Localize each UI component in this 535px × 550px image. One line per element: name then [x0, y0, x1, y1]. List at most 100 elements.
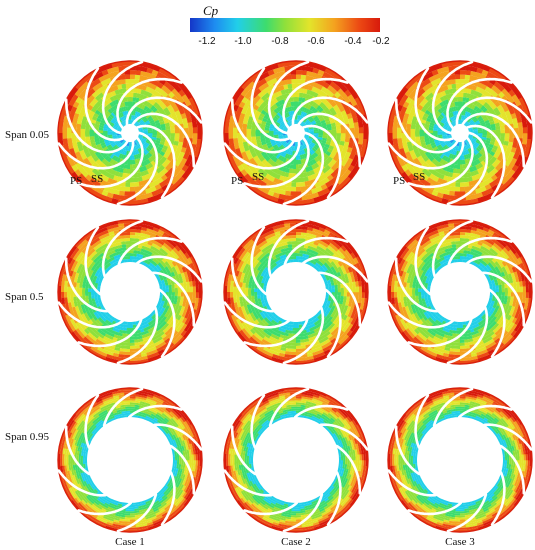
contour-cell [174, 160, 181, 167]
contour-cell [285, 74, 292, 80]
colorbar-tick-label: -0.8 [271, 36, 289, 47]
contour-cell [522, 133, 528, 140]
contour-cell [448, 195, 455, 201]
contour-cell [152, 133, 158, 136]
contour-cell [123, 115, 127, 121]
contour-cell [361, 292, 365, 299]
contour-cell [121, 139, 125, 145]
contour-cell [151, 136, 157, 141]
contour-cell [144, 142, 150, 146]
contour-cell [284, 190, 291, 196]
contour-cell [120, 79, 126, 85]
contour-cell [67, 137, 73, 144]
contour-cell [125, 78, 131, 84]
contour-cell [71, 137, 77, 144]
contour-cell [66, 132, 72, 139]
contour-cell [71, 164, 79, 172]
contour-cell [129, 182, 135, 188]
contour-cell [95, 101, 102, 107]
contour-cell [290, 191, 296, 196]
contour-cell [122, 116, 126, 121]
contour-cell [130, 231, 136, 236]
contour-cell [161, 184, 169, 192]
contour-cell [94, 135, 99, 140]
contour-cell [107, 92, 113, 98]
contour-cell [174, 85, 182, 93]
contour-cell [105, 110, 111, 116]
contour-cell [112, 117, 118, 122]
contour-cell [171, 295, 175, 300]
contour-cell [334, 284, 338, 289]
contour-cell [181, 171, 189, 180]
contour-cell [129, 191, 136, 197]
contour-cell [140, 140, 145, 145]
contour-cell [177, 141, 184, 148]
contour-cell [187, 122, 193, 129]
contour-cell [137, 88, 142, 94]
contour-cell [119, 74, 126, 80]
contour-cell [126, 92, 131, 98]
contour-cell [495, 129, 501, 134]
contour-cell [157, 146, 163, 152]
contour-cell [295, 177, 301, 183]
contour-cell [354, 127, 360, 134]
contour-cell [171, 88, 179, 96]
contour-cell [286, 79, 292, 85]
contour-cell [102, 130, 108, 133]
contour-cell [112, 132, 117, 135]
contour-cell [185, 166, 193, 175]
contour-cell [228, 126, 234, 133]
contour-cell [133, 253, 137, 257]
contour-cell [140, 71, 147, 77]
contour-cell [192, 121, 198, 128]
contour-cell [139, 75, 146, 81]
contour-cell [296, 74, 302, 80]
contour-cell [340, 292, 344, 297]
contour-cell [254, 295, 258, 300]
contour-cell [155, 122, 161, 127]
contour-cell [187, 154, 194, 162]
impeller-rim [57, 60, 203, 206]
contour-cell [112, 136, 118, 140]
contour-cell [122, 330, 127, 334]
contour-cell [75, 162, 83, 170]
impeller-blade [64, 98, 129, 154]
contour-cell [121, 102, 126, 107]
contour-cell [83, 73, 92, 82]
contour-cell [129, 142, 132, 147]
contour-cell [132, 115, 135, 120]
contour-cell [165, 129, 171, 134]
contour-cell [129, 327, 134, 332]
contour-cell [289, 256, 294, 260]
contour-cell [125, 83, 131, 89]
contour-cell [185, 91, 193, 100]
contour-cell [130, 92, 134, 98]
colorbar-tick-label: -1.2 [198, 36, 216, 47]
contour-cell [145, 101, 151, 108]
contour-cell [88, 291, 92, 296]
contour-cell [287, 241, 292, 245]
contour-cell [432, 132, 438, 136]
impeller-contour-span-0-5-case-2 [223, 219, 369, 365]
contour-cell [112, 134, 117, 137]
contour-cell [155, 140, 161, 144]
contour-cell [114, 122, 119, 127]
contour-cell [103, 160, 110, 167]
contour-cell [296, 92, 300, 98]
contour-cell [90, 291, 95, 296]
contour-cell [174, 136, 180, 142]
contour-cell [122, 149, 126, 155]
contour-cell [289, 327, 293, 331]
contour-cell [116, 141, 121, 146]
contour-cell [131, 155, 135, 160]
contour-cell [62, 126, 68, 133]
contour-cell [93, 156, 99, 162]
contour-cell [168, 184, 177, 193]
contour-cell [143, 131, 148, 134]
contour-cell [124, 231, 131, 236]
contour-cell [57, 126, 63, 133]
contour-cell [118, 65, 125, 71]
contour-cell [137, 84, 143, 90]
contour-cell [118, 172, 123, 178]
contour-cell [164, 158, 171, 165]
